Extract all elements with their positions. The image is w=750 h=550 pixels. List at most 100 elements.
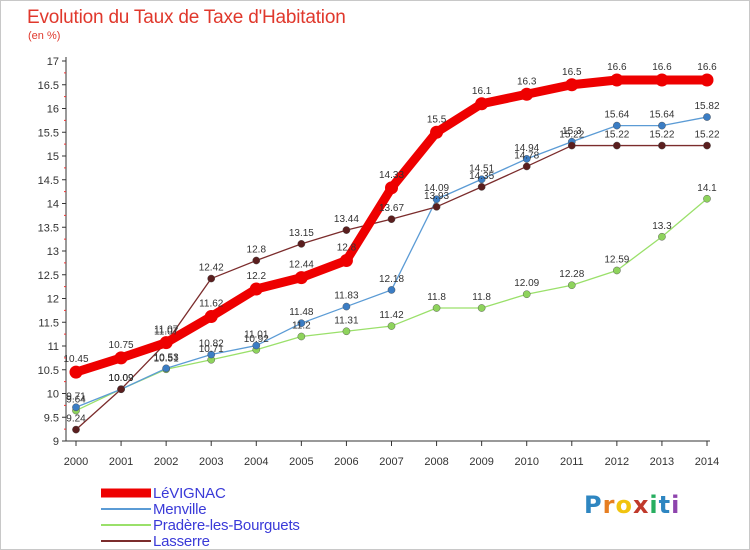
data-label-levignac: 16.5 [562,67,582,78]
legend-item-pradere: Pradère-les-Bourguets [101,516,300,534]
x-tick-label: 2013 [650,456,674,468]
data-point-lasserre [703,141,711,150]
data-label-levignac: 10.45 [63,354,88,365]
y-tick-label: 15.5 [38,127,59,139]
logo-letter: o [615,491,633,519]
data-point-levignac [159,336,173,350]
data-point-pradere [567,281,576,290]
data-label-levignac: 15.5 [427,114,447,125]
data-point-menville [477,175,486,184]
data-point-levignac [339,254,353,267]
y-tick-label: 13 [47,246,59,258]
legend-item-lasserre: Lasserre [101,533,300,550]
data-label-menville: 10.09 [109,373,134,384]
legend-swatch-lasserre [101,540,151,542]
data-label-menville: 11.01 [244,330,269,341]
data-label-menville: 15.82 [694,101,719,112]
data-point-pradere [613,266,621,275]
data-label-menville: 15.64 [604,110,629,121]
data-label-pradere: 10.92 [244,334,269,345]
data-point-menville [658,121,666,130]
legend-label-levignac: LéVIGNAC [153,484,226,502]
legend-swatch-menville [101,508,151,510]
data-point-menville [252,341,261,350]
y-tick-label: 12 [47,294,59,306]
data-label-levignac: 12.44 [289,260,314,271]
data-label-menville: 15.3 [562,126,582,137]
y-tick-label: 10.5 [38,365,59,377]
data-point-lasserre [387,215,396,223]
legend-swatch-levignac [101,488,151,498]
data-point-menville [207,350,216,359]
data-label-levignac: 16.3 [517,76,537,87]
data-label-levignac: 16.6 [697,62,717,73]
data-point-levignac [249,282,263,296]
data-label-pradere: 12.09 [514,278,539,289]
legend-item-menville: Menville [101,501,300,518]
y-tick-label: 13.5 [38,222,59,234]
data-point-levignac [700,73,714,87]
x-tick-label: 2002 [154,456,178,468]
data-point-pradere [432,304,441,312]
data-label-menville: 11.48 [289,307,314,318]
data-label-lasserre: 15.22 [649,130,674,141]
y-tick-label: 10 [47,389,59,401]
logo-letter: t [658,491,672,519]
data-point-levignac [69,365,83,379]
data-point-levignac [565,78,579,92]
data-label-menville: 12.18 [379,274,404,285]
data-label-lasserre: 13.93 [424,191,449,202]
data-point-menville [162,364,170,373]
data-label-lasserre: 13.67 [379,203,404,214]
legend-item-levignac: LéVIGNAC [101,484,300,502]
data-label-levignac: 12.8 [337,243,357,254]
data-point-menville [613,121,621,130]
y-tick-label: 9 [53,436,59,448]
data-point-pradere [658,232,666,241]
data-label-lasserre: 14.78 [514,150,539,161]
proxiti-logo: Proxiti [584,491,680,519]
data-label-menville: 14.94 [514,143,539,154]
data-label-lasserre: 12.42 [199,263,224,274]
x-tick-label: 2000 [64,456,88,468]
data-label-levignac: 16.1 [472,86,492,97]
y-axis-unit: (en %) [28,30,61,42]
data-label-pradere: 12.28 [559,269,584,280]
x-tick-label: 2003 [199,456,223,468]
x-tick-label: 2012 [605,456,629,468]
data-label-lasserre: 15.22 [559,130,584,141]
y-tick-label: 14.5 [38,175,59,187]
data-point-menville [387,286,396,294]
data-label-lasserre: 10.09 [109,373,134,384]
data-point-pradere [703,194,711,203]
data-label-pradere: 11.2 [292,321,311,332]
data-label-levignac: 14.33 [379,170,404,181]
data-label-pradere: 10.09 [109,373,134,384]
legend-label-pradere: Pradère-les-Bourguets [153,516,300,534]
data-point-lasserre [207,274,216,283]
y-tick-label: 11 [48,341,59,353]
data-point-levignac [204,310,218,324]
data-point-lasserre [72,425,80,434]
y-tick-label: 15 [47,151,59,163]
data-point-menville [522,155,531,163]
data-label-pradere: 9.64 [66,395,86,406]
data-point-lasserre [658,141,666,150]
data-point-lasserre [297,240,306,248]
x-tick-label: 2008 [424,456,448,468]
logo-letter: i [671,491,681,519]
data-label-levignac: 12.2 [247,271,267,282]
data-label-menville: 10.82 [199,339,224,350]
data-point-pradere [477,304,486,312]
data-point-levignac [114,351,128,365]
data-point-menville [72,403,80,412]
data-point-lasserre [522,162,531,171]
y-tick-label: 11.5 [38,317,59,329]
logo-letter: x [632,491,650,519]
y-tick-label: 9.5 [44,412,59,424]
data-label-menville: 15.64 [649,110,674,121]
x-tick-label: 2009 [469,456,493,468]
data-point-levignac [475,97,489,111]
